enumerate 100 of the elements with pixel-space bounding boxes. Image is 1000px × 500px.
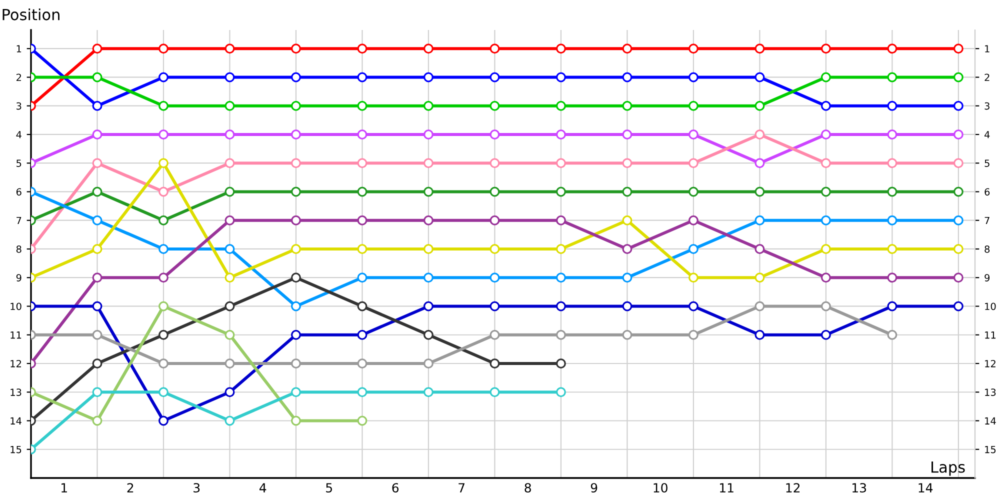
point — [224, 129, 235, 140]
x-axis-title: Laps — [932, 461, 965, 476]
y-tick-label: 9 — [16, 274, 22, 282]
y-tick-label: 11 — [10, 331, 22, 339]
point — [290, 72, 301, 82]
point — [556, 301, 566, 312]
point — [158, 158, 168, 168]
point — [357, 416, 368, 426]
point — [92, 358, 102, 368]
point — [820, 215, 831, 226]
point — [224, 301, 235, 312]
point — [622, 215, 632, 226]
point — [688, 244, 698, 254]
y-tick-label: 7 — [16, 216, 22, 224]
point — [224, 416, 235, 426]
point — [490, 186, 500, 197]
point — [490, 215, 500, 226]
point — [92, 129, 102, 140]
point — [357, 44, 368, 54]
point — [887, 158, 898, 168]
point — [490, 72, 500, 82]
point — [290, 186, 301, 197]
point — [92, 416, 102, 426]
point — [92, 100, 102, 111]
point — [92, 301, 102, 312]
y-tick-label: 8 — [16, 245, 22, 253]
x-tick-label: 1 — [62, 483, 67, 492]
point — [754, 72, 765, 82]
point — [754, 244, 765, 254]
point — [688, 186, 698, 197]
point — [357, 215, 368, 226]
point — [423, 387, 434, 398]
point — [92, 186, 102, 197]
point — [423, 100, 434, 111]
point — [158, 186, 168, 197]
point — [754, 129, 765, 140]
point — [953, 272, 964, 283]
point — [887, 129, 898, 140]
point — [490, 44, 500, 54]
point — [887, 330, 898, 340]
y-tick-label: 15 — [10, 446, 22, 454]
point — [490, 129, 500, 140]
point — [820, 186, 831, 197]
point — [92, 44, 102, 54]
point — [820, 244, 831, 254]
point — [92, 244, 102, 254]
point — [688, 272, 698, 283]
point — [887, 215, 898, 226]
point — [224, 72, 235, 82]
point — [820, 44, 831, 54]
point — [158, 44, 168, 54]
point — [490, 358, 500, 368]
point — [423, 158, 434, 168]
x-tick-label: 5 — [326, 483, 332, 493]
point — [92, 330, 102, 340]
point — [953, 129, 964, 140]
point — [556, 330, 566, 340]
point — [92, 158, 102, 168]
point — [622, 129, 632, 140]
point — [754, 330, 765, 340]
point — [290, 272, 301, 283]
point — [887, 44, 898, 54]
point — [688, 158, 698, 168]
point — [423, 272, 434, 283]
point — [357, 301, 368, 312]
point — [224, 358, 235, 368]
point — [556, 387, 566, 398]
point — [224, 158, 235, 168]
point — [754, 215, 765, 226]
point — [622, 72, 632, 82]
point — [357, 244, 368, 254]
point — [622, 244, 632, 254]
point — [423, 44, 434, 54]
point — [953, 158, 964, 168]
point — [556, 129, 566, 140]
y2-tick-label: 4 — [984, 131, 990, 138]
point — [622, 272, 632, 283]
point — [357, 358, 368, 368]
point — [224, 387, 235, 398]
y2-tick-label: 8 — [984, 245, 990, 253]
point — [688, 301, 698, 312]
point — [688, 215, 698, 226]
point — [357, 330, 368, 340]
point — [556, 215, 566, 226]
point — [490, 387, 500, 398]
point — [224, 100, 235, 111]
point — [224, 330, 235, 340]
point — [158, 387, 168, 398]
point — [158, 215, 168, 226]
point — [688, 330, 698, 340]
y2-tick-label: 10 — [985, 302, 996, 310]
y-tick-label: 6 — [16, 188, 22, 196]
point — [887, 272, 898, 283]
point — [556, 358, 566, 368]
point — [490, 301, 500, 312]
point — [820, 301, 831, 312]
y-tick-label: 1 — [16, 45, 22, 52]
point — [953, 215, 964, 226]
point — [158, 244, 168, 254]
point — [423, 129, 434, 140]
